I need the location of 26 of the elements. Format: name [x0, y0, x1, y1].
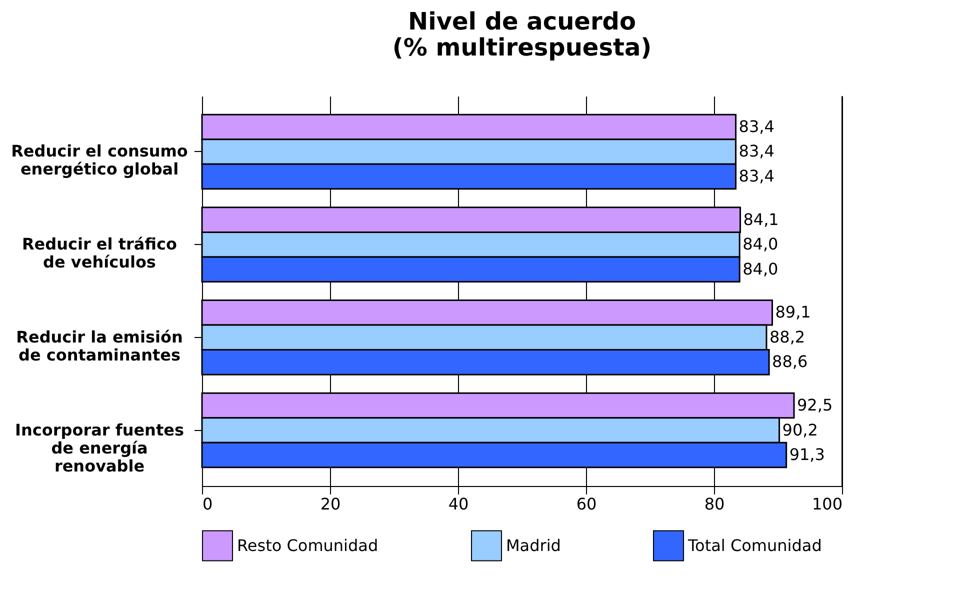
data-label: 88,6 — [772, 352, 808, 372]
legend-label: Total Comunidad — [687, 536, 822, 555]
y-tick-label: Incorporar fuentes de energía renovable — [15, 420, 184, 476]
data-label: 90,2 — [782, 420, 818, 440]
x-tick-label: 80 — [704, 494, 725, 514]
y-tick-label: Reducir el tráfico de vehículos — [22, 234, 178, 272]
data-label: 84,1 — [743, 210, 779, 229]
data-label: 83,4 — [738, 142, 774, 161]
y-tick-label: Reducir la emisión de contaminantes — [16, 327, 183, 364]
x-tick-label: 20 — [320, 494, 341, 514]
chart-title: Nivel de acuerdo (% multirespuesta) — [392, 8, 652, 62]
x-tick-label: 0 — [202, 494, 213, 514]
data-label: 83,4 — [738, 166, 774, 186]
legend-label: Madrid — [506, 536, 561, 555]
legend-label: Resto Comunidad — [237, 536, 378, 555]
data-label: 84,0 — [742, 259, 778, 278]
y-tick-label: Reducir el consumo energético global — [11, 142, 188, 179]
x-tick-label: 60 — [576, 494, 597, 514]
x-tick-label: 100 — [812, 494, 842, 514]
data-label: 89,1 — [775, 302, 811, 322]
data-label: 88,2 — [769, 327, 806, 346]
data-label: 92,5 — [797, 396, 833, 415]
x-tick-label: 40 — [448, 494, 469, 514]
data-label: 91,3 — [789, 445, 825, 464]
data-label: 83,4 — [738, 116, 774, 136]
data-label: 84,0 — [742, 234, 778, 254]
